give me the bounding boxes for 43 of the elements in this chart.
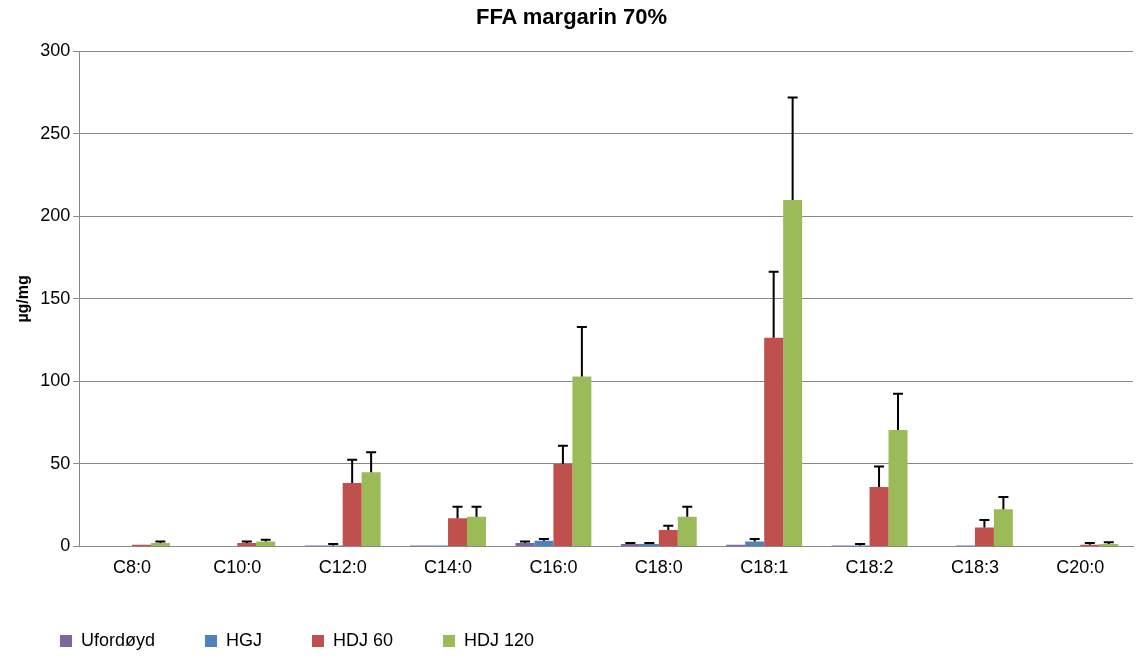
- bar: [515, 543, 535, 546]
- x-tick-label: C10:0: [213, 557, 262, 578]
- y-axis-title: µg/mg: [14, 275, 32, 323]
- x-tick-label: C18:2: [845, 557, 894, 578]
- y-tick-label: 300: [40, 40, 71, 61]
- bar: [237, 543, 257, 546]
- x-tick-label: C16:0: [529, 557, 578, 578]
- bar: [764, 337, 784, 546]
- bar: [783, 199, 803, 546]
- x-tick-label: C8:0: [112, 557, 151, 578]
- bar: [553, 463, 573, 546]
- bar: [658, 529, 678, 546]
- legend-label: HDJ 60: [333, 629, 394, 650]
- legend-label: HDJ 120: [464, 629, 535, 650]
- bar: [448, 518, 468, 546]
- bar: [974, 527, 994, 546]
- legend-label: Ufordøyd: [81, 629, 156, 650]
- bar: [342, 482, 362, 546]
- x-tick-label: C18:1: [740, 557, 789, 578]
- y-tick-label: 250: [40, 122, 71, 143]
- x-tick-label: C18:3: [950, 557, 999, 578]
- bar: [869, 487, 889, 546]
- bar: [888, 430, 908, 546]
- y-tick-label: 0: [60, 535, 71, 556]
- chart-title: FFA margarin 70%: [475, 4, 668, 30]
- bar: [256, 541, 276, 546]
- x-tick-label: C18:0: [634, 557, 683, 578]
- bar: [534, 540, 554, 546]
- y-tick-label: 100: [40, 370, 71, 391]
- y-tick-label: 50: [50, 452, 71, 473]
- x-tick-label: C14:0: [424, 557, 473, 578]
- bar: [993, 509, 1013, 546]
- bar: [572, 376, 592, 546]
- legend-label: HGJ: [226, 629, 263, 650]
- bar: [677, 516, 697, 546]
- bar: [467, 516, 486, 546]
- y-tick-label: 150: [40, 287, 71, 308]
- x-tick-label: C12:0: [318, 557, 367, 578]
- bar: [745, 541, 765, 546]
- y-tick-label: 200: [40, 205, 71, 226]
- bar: [361, 472, 381, 546]
- x-tick-label: C20:0: [1056, 557, 1105, 578]
- bar: [150, 543, 170, 546]
